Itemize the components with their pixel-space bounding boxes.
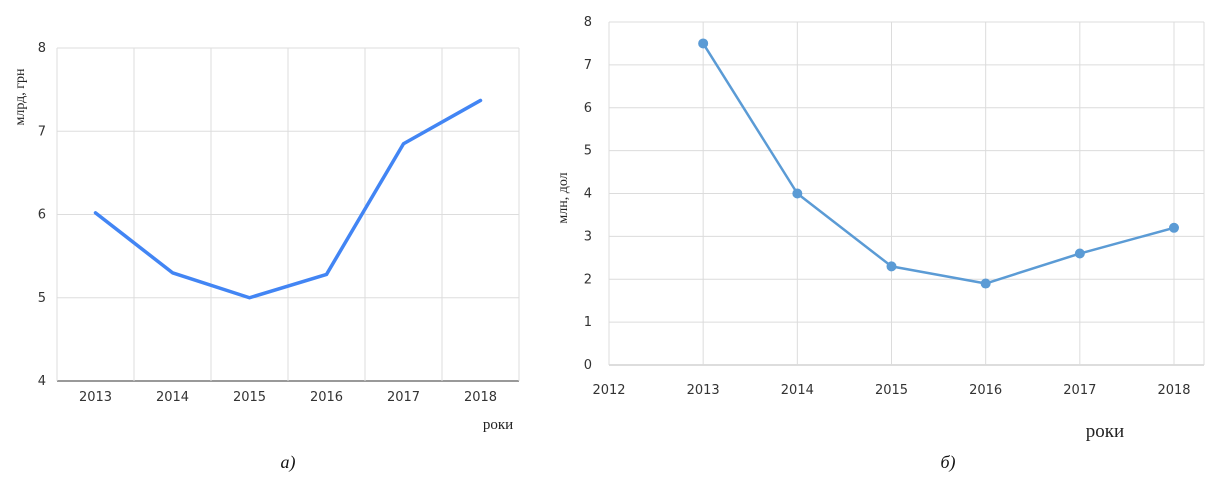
chart-b-y-tick-label: 1 — [584, 315, 592, 330]
chart-b-x-tick-label: 2018 — [1157, 383, 1190, 398]
chart-b-y-axis-label: млн, дол — [556, 172, 571, 223]
chart-a-caption: а) — [281, 452, 296, 473]
chart-b-y-tick-label: 6 — [584, 101, 592, 116]
chart-b-x-tick-label: 2015 — [875, 383, 908, 398]
chart-a-x-tick-label: 2017 — [387, 390, 420, 405]
chart-b: 0 1 2 3 4 5 6 7 8 2012 2013 2014 2015 2016 2017 2018 м… — [556, 15, 1204, 473]
chart-b-y-tick-label: 5 — [584, 144, 592, 159]
chart-b-x-tick-label: 2017 — [1063, 383, 1096, 398]
chart-b-x-tick-label: 2014 — [781, 383, 814, 398]
chart-b-y-tick-label: 4 — [584, 187, 592, 202]
chart-a-x-axis-label: роки — [483, 417, 513, 433]
chart-a-grid — [57, 48, 519, 381]
chart-a-x-tick-label: 2013 — [79, 390, 112, 405]
chart-b-x-tick-label: 2012 — [592, 383, 625, 398]
chart-a-y-tick-label: 4 — [38, 374, 46, 389]
chart-b-y-tick-label: 2 — [584, 272, 592, 287]
chart-b-data-point — [887, 261, 897, 271]
chart-a-y-tick-label: 6 — [38, 208, 46, 223]
chart-a-x-tick-label: 2015 — [233, 390, 266, 405]
chart-a-y-tick-label: 7 — [38, 124, 46, 139]
chart-a-y-tick-label: 8 — [38, 41, 46, 56]
chart-a-x-tick-label: 2018 — [464, 390, 497, 405]
chart-a-y-ticks: 4 5 6 7 8 — [38, 41, 46, 389]
chart-b-y-ticks: 0 1 2 3 4 5 6 7 8 — [584, 15, 592, 373]
chart-a-x-tick-label: 2014 — [156, 390, 189, 405]
chart-b-data-point — [698, 38, 708, 48]
chart-b-y-tick-label: 8 — [584, 15, 592, 30]
chart-b-data-point — [792, 189, 802, 199]
chart-a-y-tick-label: 5 — [38, 291, 46, 306]
chart-a-x-tick-label: 2016 — [310, 390, 343, 405]
chart-b-series — [698, 38, 1179, 288]
chart-b-x-axis-label: роки — [1086, 421, 1124, 442]
chart-b-data-point — [981, 279, 991, 289]
chart-b-series-line — [703, 43, 1174, 283]
chart-b-y-tick-label: 0 — [584, 358, 592, 373]
chart-b-data-point — [1169, 223, 1179, 233]
chart-b-x-tick-label: 2013 — [687, 383, 720, 398]
chart-a: 4 5 6 7 8 2013 2014 2015 2016 2017 2018 млрд, грн… — [13, 41, 519, 473]
chart-b-grid — [609, 22, 1204, 365]
chart-b-x-ticks: 2012 2013 2014 2015 2016 2017 2018 — [592, 383, 1190, 398]
chart-b-y-tick-label: 7 — [584, 58, 592, 73]
chart-a-y-axis-label: млрд, грн — [13, 68, 28, 126]
chart-b-x-tick-label: 2016 — [969, 383, 1002, 398]
chart-b-caption: б) — [940, 452, 955, 473]
chart-b-y-tick-label: 3 — [584, 229, 592, 244]
chart-b-data-point — [1075, 249, 1085, 259]
chart-a-x-ticks: 2013 2014 2015 2016 2017 2018 — [79, 390, 497, 405]
